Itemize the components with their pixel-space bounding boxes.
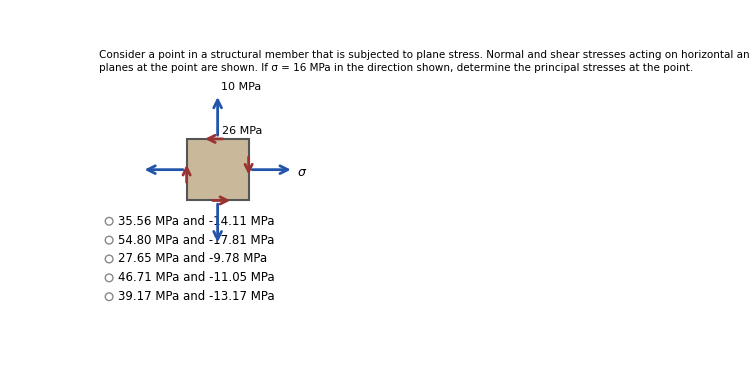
- Text: Consider a point in a structural member that is subjected to plane stress. Norma: Consider a point in a structural member …: [99, 50, 749, 60]
- Text: 54.80 MPa and -17.81 MPa: 54.80 MPa and -17.81 MPa: [118, 234, 274, 247]
- Text: 10 MPa: 10 MPa: [221, 82, 261, 92]
- Text: planes at the point are shown. If σ = 16 MPa in the direction shown, determine t: planes at the point are shown. If σ = 16…: [99, 63, 694, 72]
- Text: 39.17 MPa and -13.17 MPa: 39.17 MPa and -13.17 MPa: [118, 290, 274, 303]
- Text: 26 MPa: 26 MPa: [222, 126, 263, 136]
- Bar: [187, 139, 249, 201]
- Text: 27.65 MPa and -9.78 MPa: 27.65 MPa and -9.78 MPa: [118, 252, 267, 265]
- Text: 46.71 MPa and -11.05 MPa: 46.71 MPa and -11.05 MPa: [118, 271, 274, 284]
- Text: σ: σ: [297, 166, 306, 179]
- Text: 35.56 MPa and -14.11 MPa: 35.56 MPa and -14.11 MPa: [118, 215, 274, 228]
